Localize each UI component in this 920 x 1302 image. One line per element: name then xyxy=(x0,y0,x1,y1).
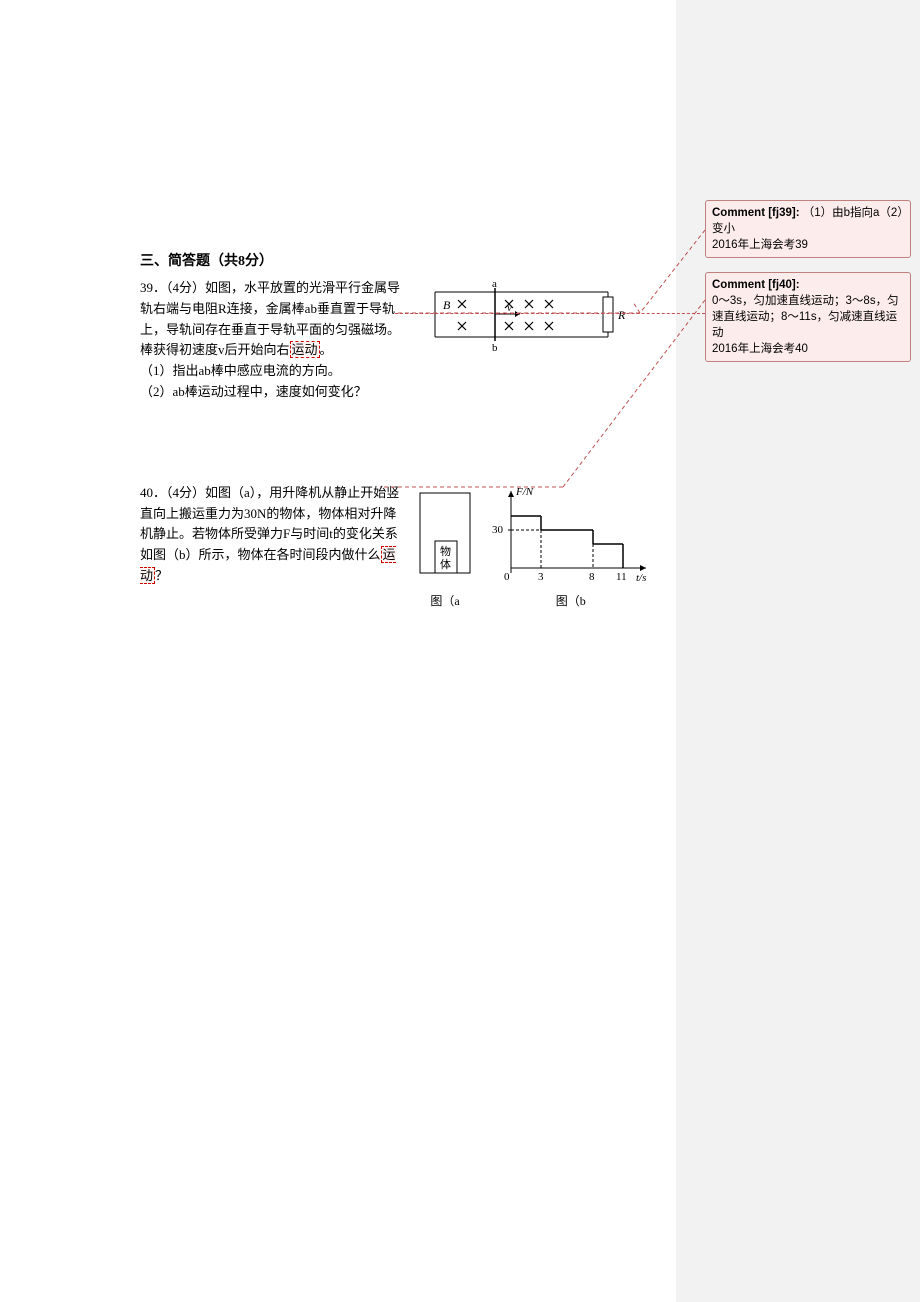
comment-fj39-header: Comment [fj39]: xyxy=(712,207,800,219)
q39-points: （4分） xyxy=(166,280,205,295)
yaxis-label: F/N xyxy=(515,486,534,498)
figure-40b-svg: F/N t/s 30 0 3 8 11 xyxy=(486,483,656,583)
comment-fj40-body: 0～3s，匀加速直线运动；3～8s，匀速直线运动；8～11s，匀减速直线运动 xyxy=(712,295,899,339)
q40-after: ？ xyxy=(155,568,168,583)
comment-fj40-header: Comment [fj40]: xyxy=(712,279,800,291)
xtick-0: 0 xyxy=(504,571,510,583)
q39-number: 39 xyxy=(140,280,153,295)
question-40: 40．（4分）如图（a），用升降机从静止开始竖直向上搬运重力为30N的物体，物体… xyxy=(140,483,636,587)
q39-after: 。 xyxy=(320,342,333,357)
section-title: 三、简答题（共8分） xyxy=(140,250,636,270)
q40-points: （4分） xyxy=(166,485,205,500)
fig-b-caption: 图（b xyxy=(483,592,658,611)
xtick-11: 11 xyxy=(616,571,627,583)
q39-highlight: 运动 xyxy=(290,341,320,358)
label-R: R xyxy=(617,308,626,322)
comment-fj40[interactable]: Comment [fj40]: 0～3s，匀加速直线运动；3～8s，匀速直线运动… xyxy=(705,272,911,362)
fig-a-caption: 图（a xyxy=(410,592,480,611)
page-content: 三、简答题（共8分） 39．（4分）如图，水平放置的光滑平行金属导轨右端与电阻R… xyxy=(0,0,676,1302)
comment-fj39[interactable]: Comment [fj39]: （1）由b指向a（2）变小 2016年上海会考3… xyxy=(705,200,911,258)
ytick-30: 30 xyxy=(492,524,504,536)
svg-text:物: 物 xyxy=(440,544,451,558)
xaxis-label: t/s xyxy=(636,572,646,583)
xtick-3: 3 xyxy=(538,571,544,583)
figure-40: 物 体 图（a F/N t/s 30 xyxy=(410,483,670,613)
q39-text: 39．（4分）如图，水平放置的光滑平行金属导轨右端与电阻R连接，金属棒ab垂直置… xyxy=(140,278,410,403)
question-39: 39．（4分）如图，水平放置的光滑平行金属导轨右端与电阻R连接，金属棒ab垂直置… xyxy=(140,278,636,403)
q40-text: 40．（4分）如图（a），用升降机从静止开始竖直向上搬运重力为30N的物体，物体… xyxy=(140,483,400,587)
label-a: a xyxy=(492,282,497,290)
comment-fj39-footer: 2016年上海会考39 xyxy=(712,239,808,251)
figure-39: a b v B xyxy=(425,282,635,352)
xtick-8: 8 xyxy=(589,571,595,583)
label-b: b xyxy=(492,342,498,352)
comments-sidebar xyxy=(676,0,920,1302)
q39-sub2: （2）ab棒运动过程中，速度如何变化？ xyxy=(140,384,367,399)
comment-fj40-footer: 2016年上海会考40 xyxy=(712,343,808,355)
svg-text:体: 体 xyxy=(440,557,451,571)
label-B: B xyxy=(443,298,451,312)
q40-number: 40 xyxy=(140,485,153,500)
figure-40a-svg: 物 体 xyxy=(415,483,475,583)
figure-39-svg: a b v B xyxy=(425,282,635,352)
q39-sub1: （1）指出ab棒中感应电流的方向。 xyxy=(140,363,341,378)
